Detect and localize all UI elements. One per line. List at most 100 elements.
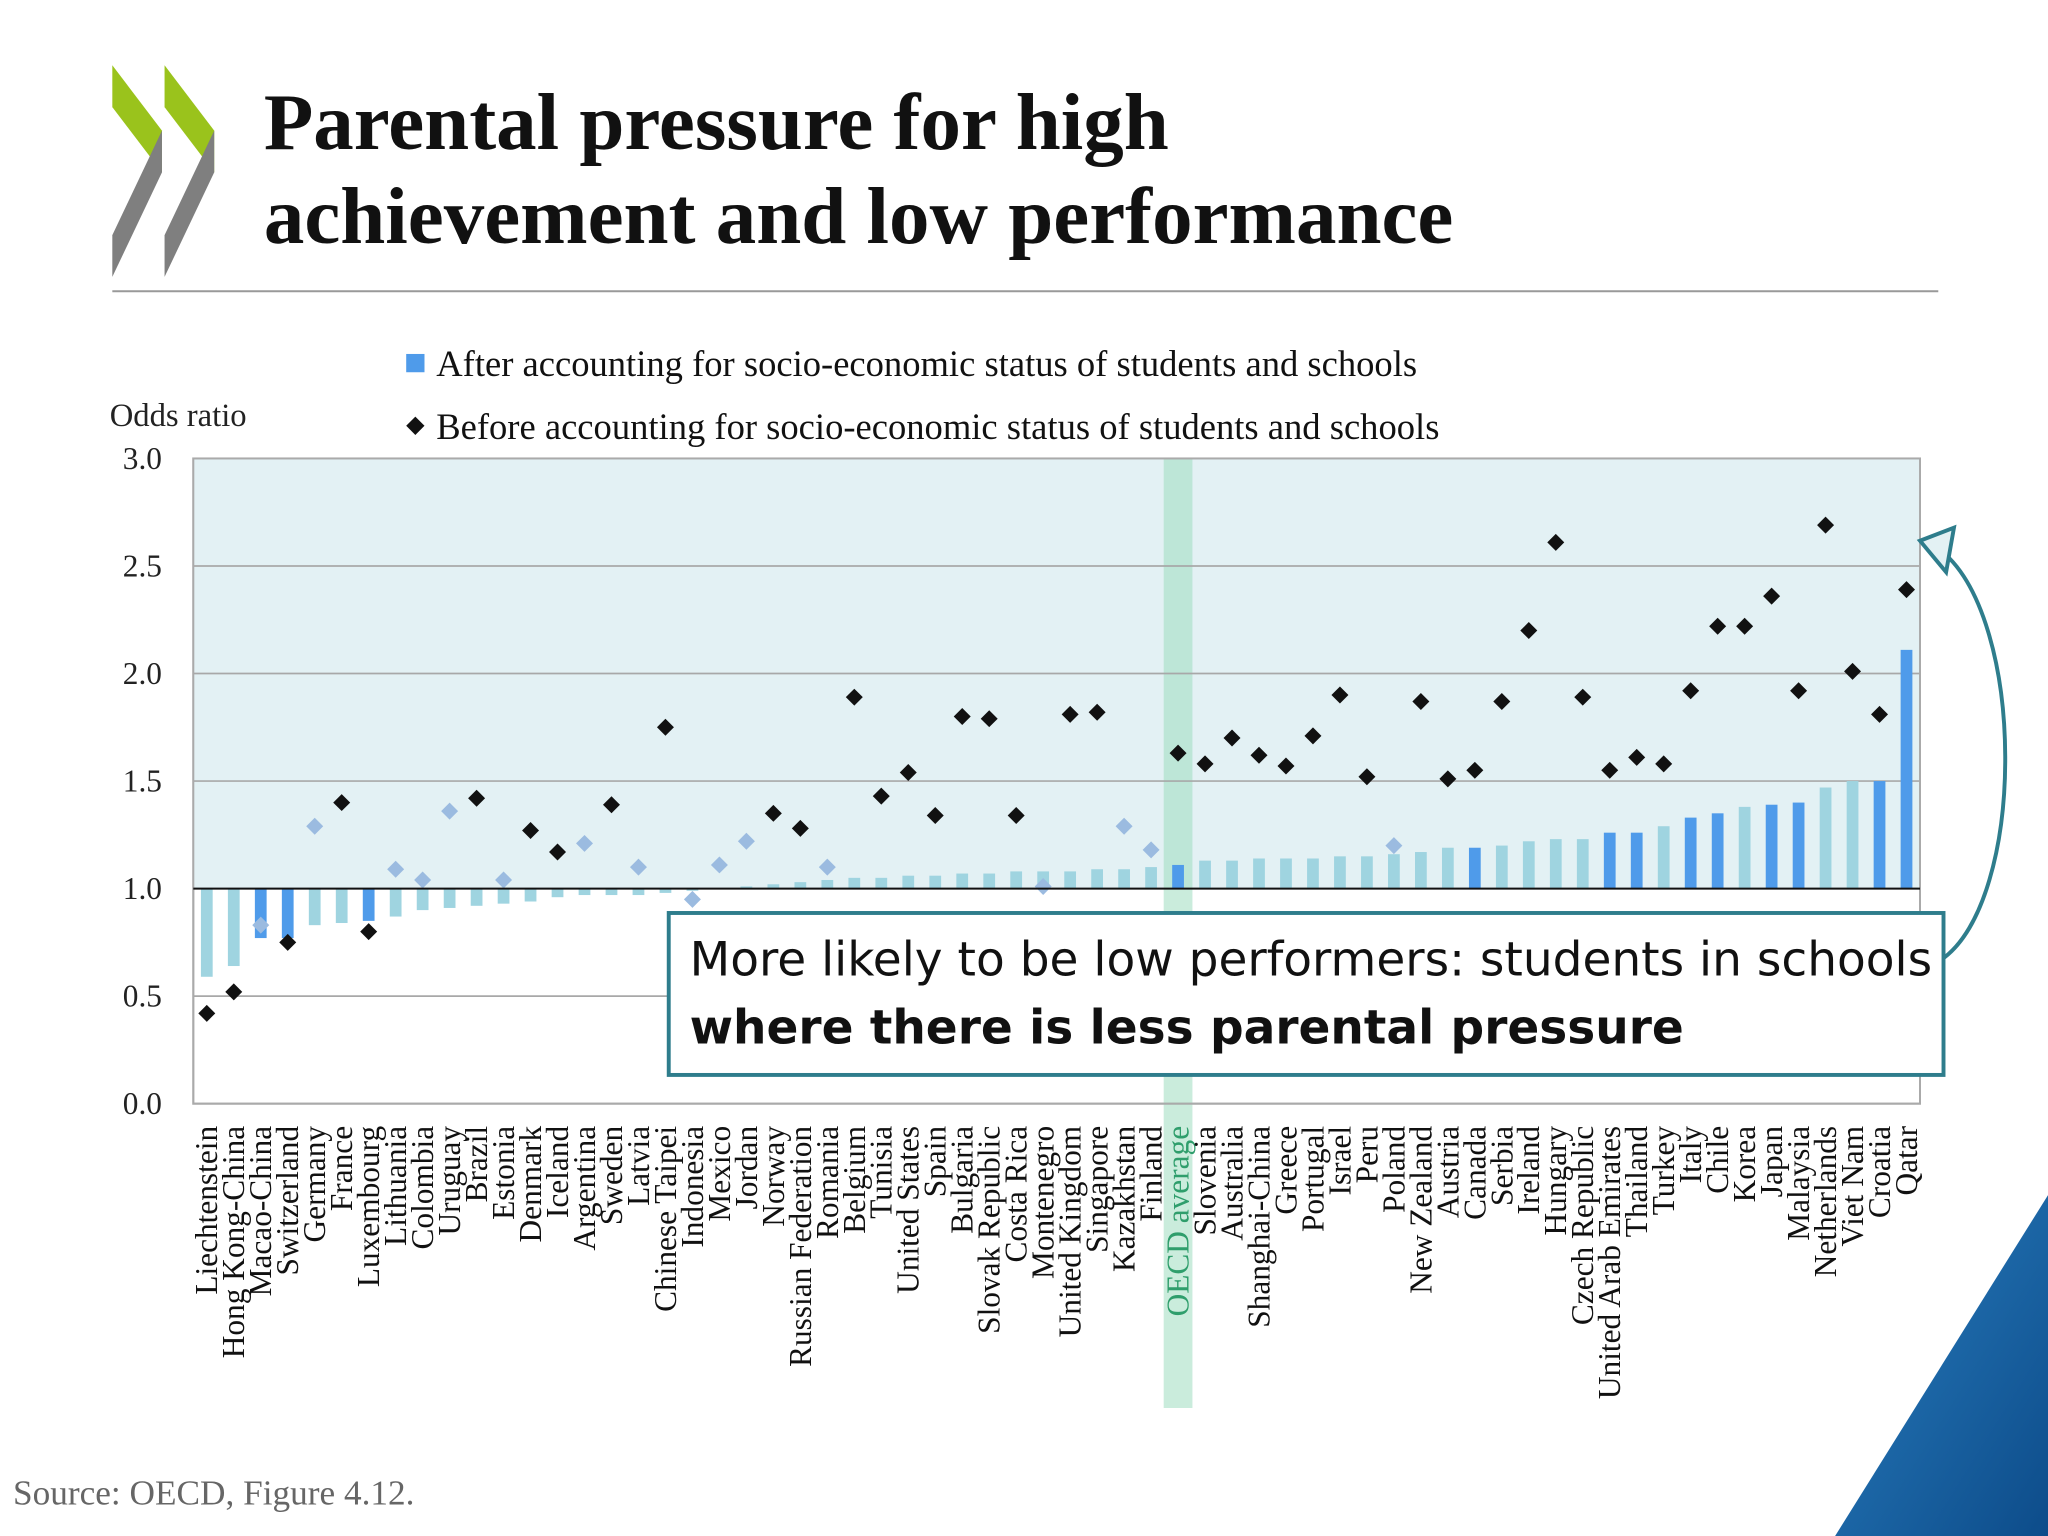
bar — [659, 888, 672, 893]
title-line: achievement and low performance — [264, 171, 1454, 261]
bar — [227, 888, 240, 967]
diamond-marker — [1655, 755, 1673, 773]
bar — [1388, 854, 1400, 889]
diamond-marker — [225, 983, 243, 1001]
bar — [632, 888, 645, 896]
diamond-marker — [279, 933, 297, 951]
x-tick-label: OECD average — [1161, 1126, 1196, 1317]
diamond-marker — [980, 710, 998, 728]
x-tick-label: Chile — [1700, 1126, 1735, 1194]
bar — [1253, 858, 1265, 889]
legend-swatch — [406, 353, 425, 373]
y-tick-label: 1.5 — [123, 764, 162, 799]
bar — [1603, 832, 1616, 889]
bar — [1145, 867, 1157, 889]
diamond-marker — [1601, 761, 1619, 779]
x-tick-label: Argentina — [567, 1126, 602, 1251]
x-tick-label: Latvia — [621, 1126, 656, 1206]
bar — [416, 888, 429, 911]
x-tick-label: Canada — [1457, 1126, 1492, 1220]
x-tick-label: Peru — [1349, 1126, 1384, 1184]
x-tick-label: Liechtenstein — [189, 1126, 224, 1295]
bar — [1064, 871, 1077, 889]
legend-swatch — [406, 416, 425, 435]
diamond-marker — [1358, 768, 1376, 786]
bar — [362, 888, 375, 921]
x-tick-label: Turkey — [1646, 1126, 1681, 1216]
x-tick-label: Czech Republic — [1565, 1126, 1600, 1325]
bar — [929, 875, 942, 889]
bar — [848, 877, 861, 889]
callout-box — [666, 911, 1946, 1077]
bar — [578, 888, 591, 896]
bar — [308, 888, 321, 926]
diamond-marker — [683, 890, 701, 908]
x-tick-label: Mexico — [702, 1126, 737, 1222]
x-tick-label: Netherlands — [1808, 1126, 1843, 1277]
x-tick-label: Ireland — [1511, 1126, 1546, 1215]
bar — [686, 888, 699, 891]
x-tick-label: Costa Rica — [999, 1126, 1034, 1263]
bar — [524, 888, 537, 902]
y-tick-label: 2.5 — [123, 548, 162, 583]
x-tick-label: Switzerland — [270, 1126, 305, 1276]
x-tick-label: Hungary — [1538, 1126, 1573, 1236]
diamond-marker — [1898, 581, 1915, 599]
x-tick-label: Australia — [1214, 1126, 1249, 1241]
bar — [1549, 839, 1562, 889]
bar — [389, 888, 402, 917]
diamond-marker — [495, 871, 513, 889]
x-tick-label: Lithuania — [378, 1126, 413, 1246]
diamond-marker — [549, 843, 567, 861]
bar — [1361, 856, 1373, 889]
bar — [1630, 832, 1643, 889]
x-tick-label: Shanghai-China — [1241, 1126, 1276, 1328]
diamond-marker — [710, 856, 728, 874]
x-tick-label: Brazil — [459, 1126, 494, 1203]
diamond-marker — [1088, 703, 1106, 721]
x-tick-label: Croatia — [1862, 1126, 1897, 1218]
x-tick-label: Chinese Taipei — [648, 1126, 683, 1312]
x-tick-label: United Kingdom — [1053, 1126, 1088, 1337]
bar — [767, 884, 780, 889]
x-tick-label: Estonia — [486, 1126, 521, 1220]
bar — [1495, 845, 1508, 889]
x-tick-label: Japan — [1754, 1126, 1789, 1198]
bar — [1684, 817, 1697, 889]
diamond-marker — [414, 871, 432, 889]
bar — [1792, 802, 1805, 889]
x-tick-label: Montenegro — [1026, 1126, 1061, 1279]
bar — [1846, 781, 1859, 889]
bar — [281, 888, 294, 939]
diamond-marker — [441, 802, 459, 820]
x-tick-label: United States — [891, 1126, 926, 1294]
x-tick-label: Viet Nam — [1835, 1126, 1870, 1247]
bar — [794, 882, 807, 889]
bar — [1900, 649, 1913, 889]
x-tick-label: Tunisia — [864, 1126, 899, 1219]
x-tick-label: Jordan — [729, 1126, 764, 1210]
title-line: Parental pressure for high — [264, 77, 1169, 167]
x-tick-label: Thailand — [1619, 1126, 1654, 1238]
plot-frame — [192, 457, 1921, 1105]
bar — [1657, 826, 1670, 889]
y-tick-label: 0.0 — [123, 1086, 162, 1121]
bar — [1334, 856, 1346, 889]
bar — [1307, 858, 1319, 889]
bar — [470, 888, 483, 906]
x-tick-label: Spain — [918, 1126, 953, 1198]
source: Source: OECD, Figure 4.12. — [13, 1474, 414, 1513]
bar — [1415, 852, 1427, 889]
x-tick-label: Russian Federation — [783, 1126, 818, 1367]
y-tick-label: 3.0 — [123, 441, 162, 476]
callout-arrowhead — [1916, 524, 1957, 577]
diamond-marker — [333, 794, 351, 812]
diamond-marker — [791, 819, 809, 837]
x-tick-label: Austria — [1430, 1126, 1465, 1218]
diamond-marker — [306, 817, 324, 835]
x-tick-label: Slovenia — [1187, 1126, 1222, 1236]
diamond-marker — [1628, 748, 1646, 766]
bar — [1226, 860, 1238, 889]
bar — [1765, 804, 1778, 889]
